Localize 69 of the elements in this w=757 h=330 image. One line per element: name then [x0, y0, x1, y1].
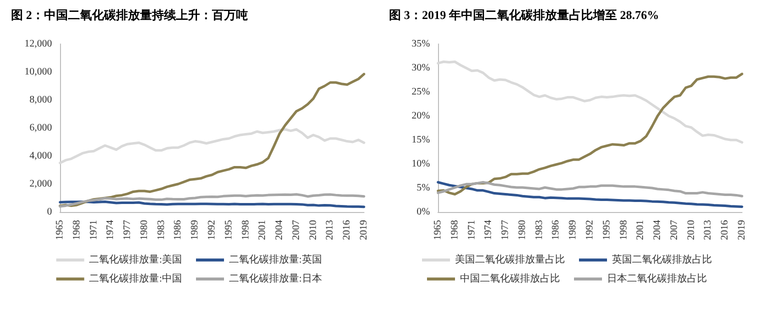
y-tick-label: 15% — [412, 134, 430, 146]
x-tick-label: 2016 — [720, 220, 731, 240]
legend-label: 二氧化碳排放量:美国 — [89, 254, 182, 266]
x-tick-label: 2007 — [668, 220, 680, 240]
x-tick-label: 1974 — [105, 220, 116, 240]
y-tick-label: 8,000 — [30, 94, 52, 106]
x-tick-label: 1965 — [432, 220, 444, 240]
y-tick-label: 20% — [412, 110, 430, 122]
x-tick-label: 2010 — [308, 220, 319, 240]
x-tick-label: 1992 — [584, 220, 596, 240]
line-series — [436, 72, 744, 196]
x-tick-label: 1977 — [500, 220, 512, 240]
x-tick-label: 2001 — [257, 220, 268, 240]
x-tick-label: 2001 — [635, 220, 646, 240]
line-series — [436, 180, 744, 208]
y-tick-label: 5% — [416, 182, 430, 194]
x-tick-label: 2016 — [342, 220, 353, 240]
x-tick-label: 1989 — [568, 220, 579, 240]
x-tick-label: 1968 — [449, 220, 460, 240]
x-tick-label: 2007 — [290, 220, 302, 240]
line-series — [436, 180, 744, 198]
x-tick-label: 2019 — [736, 220, 748, 240]
y-tick-label: 25% — [412, 86, 430, 98]
x-tick-label: 1983 — [534, 220, 545, 240]
x-tick-label: 1986 — [172, 220, 184, 240]
y-tick-label: 6,000 — [30, 122, 52, 134]
x-tick-label: 2004 — [652, 220, 664, 240]
y-tick-label: 30% — [412, 62, 430, 74]
x-tick-label: 1998 — [240, 220, 252, 240]
legend-label: 二氧化碳排放量:英国 — [229, 254, 322, 266]
x-tick-label: 1983 — [156, 220, 167, 240]
y-tick-label: 4,000 — [30, 150, 52, 162]
x-tick-label: 1989 — [190, 220, 201, 240]
y-tick-label: 12,000 — [24, 38, 52, 50]
x-tick-label: 1995 — [223, 220, 234, 240]
y-tick-label: 35% — [412, 38, 430, 50]
x-tick-label: 1995 — [601, 220, 612, 240]
line-series — [58, 193, 366, 208]
x-tick-label: 1980 — [138, 220, 150, 240]
y-tick-label: 10% — [412, 158, 430, 170]
legend-label: 二氧化碳排放量:中国 — [89, 272, 182, 284]
x-tick-label: 1971 — [88, 220, 100, 240]
y-tick-label: 0 — [47, 206, 52, 218]
y-tick-label: 10,000 — [24, 66, 52, 78]
x-tick-label: 1980 — [516, 220, 528, 240]
x-tick-label: 2019 — [358, 220, 370, 240]
x-tick-label: 1986 — [550, 220, 562, 240]
chart-title: 图 2：中国二氧化碳排放量持续上升：百万吨 — [11, 8, 248, 22]
legend-label: 美国二氧化碳排放量占比 — [455, 254, 565, 266]
x-tick-label: 1965 — [54, 220, 66, 240]
x-tick-label: 1992 — [206, 220, 218, 240]
legend-label: 日本二氧化碳排放占比 — [607, 272, 707, 284]
x-tick-label: 2004 — [274, 220, 286, 240]
legend-label: 二氧化碳排放量:日本 — [229, 272, 322, 284]
legend-label: 中国二氧化碳排放占比 — [460, 272, 560, 284]
line-series — [436, 60, 744, 144]
legend-label: 英国二氧化碳排放占比 — [612, 254, 712, 266]
y-tick-label: 2,000 — [30, 178, 52, 190]
x-tick-label: 1974 — [483, 220, 494, 240]
x-tick-label: 1968 — [71, 220, 82, 240]
x-tick-label: 2010 — [686, 220, 697, 240]
x-tick-label: 2013 — [702, 220, 714, 240]
x-tick-label: 1971 — [466, 220, 478, 240]
line-series — [58, 128, 366, 164]
x-tick-label: 1998 — [618, 220, 630, 240]
chart-title: 图 3：2019 年中国二氧化碳排放量占比增至 28.76% — [389, 8, 659, 22]
y-tick-label: 0% — [416, 206, 430, 218]
x-tick-label: 2013 — [324, 220, 336, 240]
x-tick-label: 1977 — [122, 220, 134, 240]
